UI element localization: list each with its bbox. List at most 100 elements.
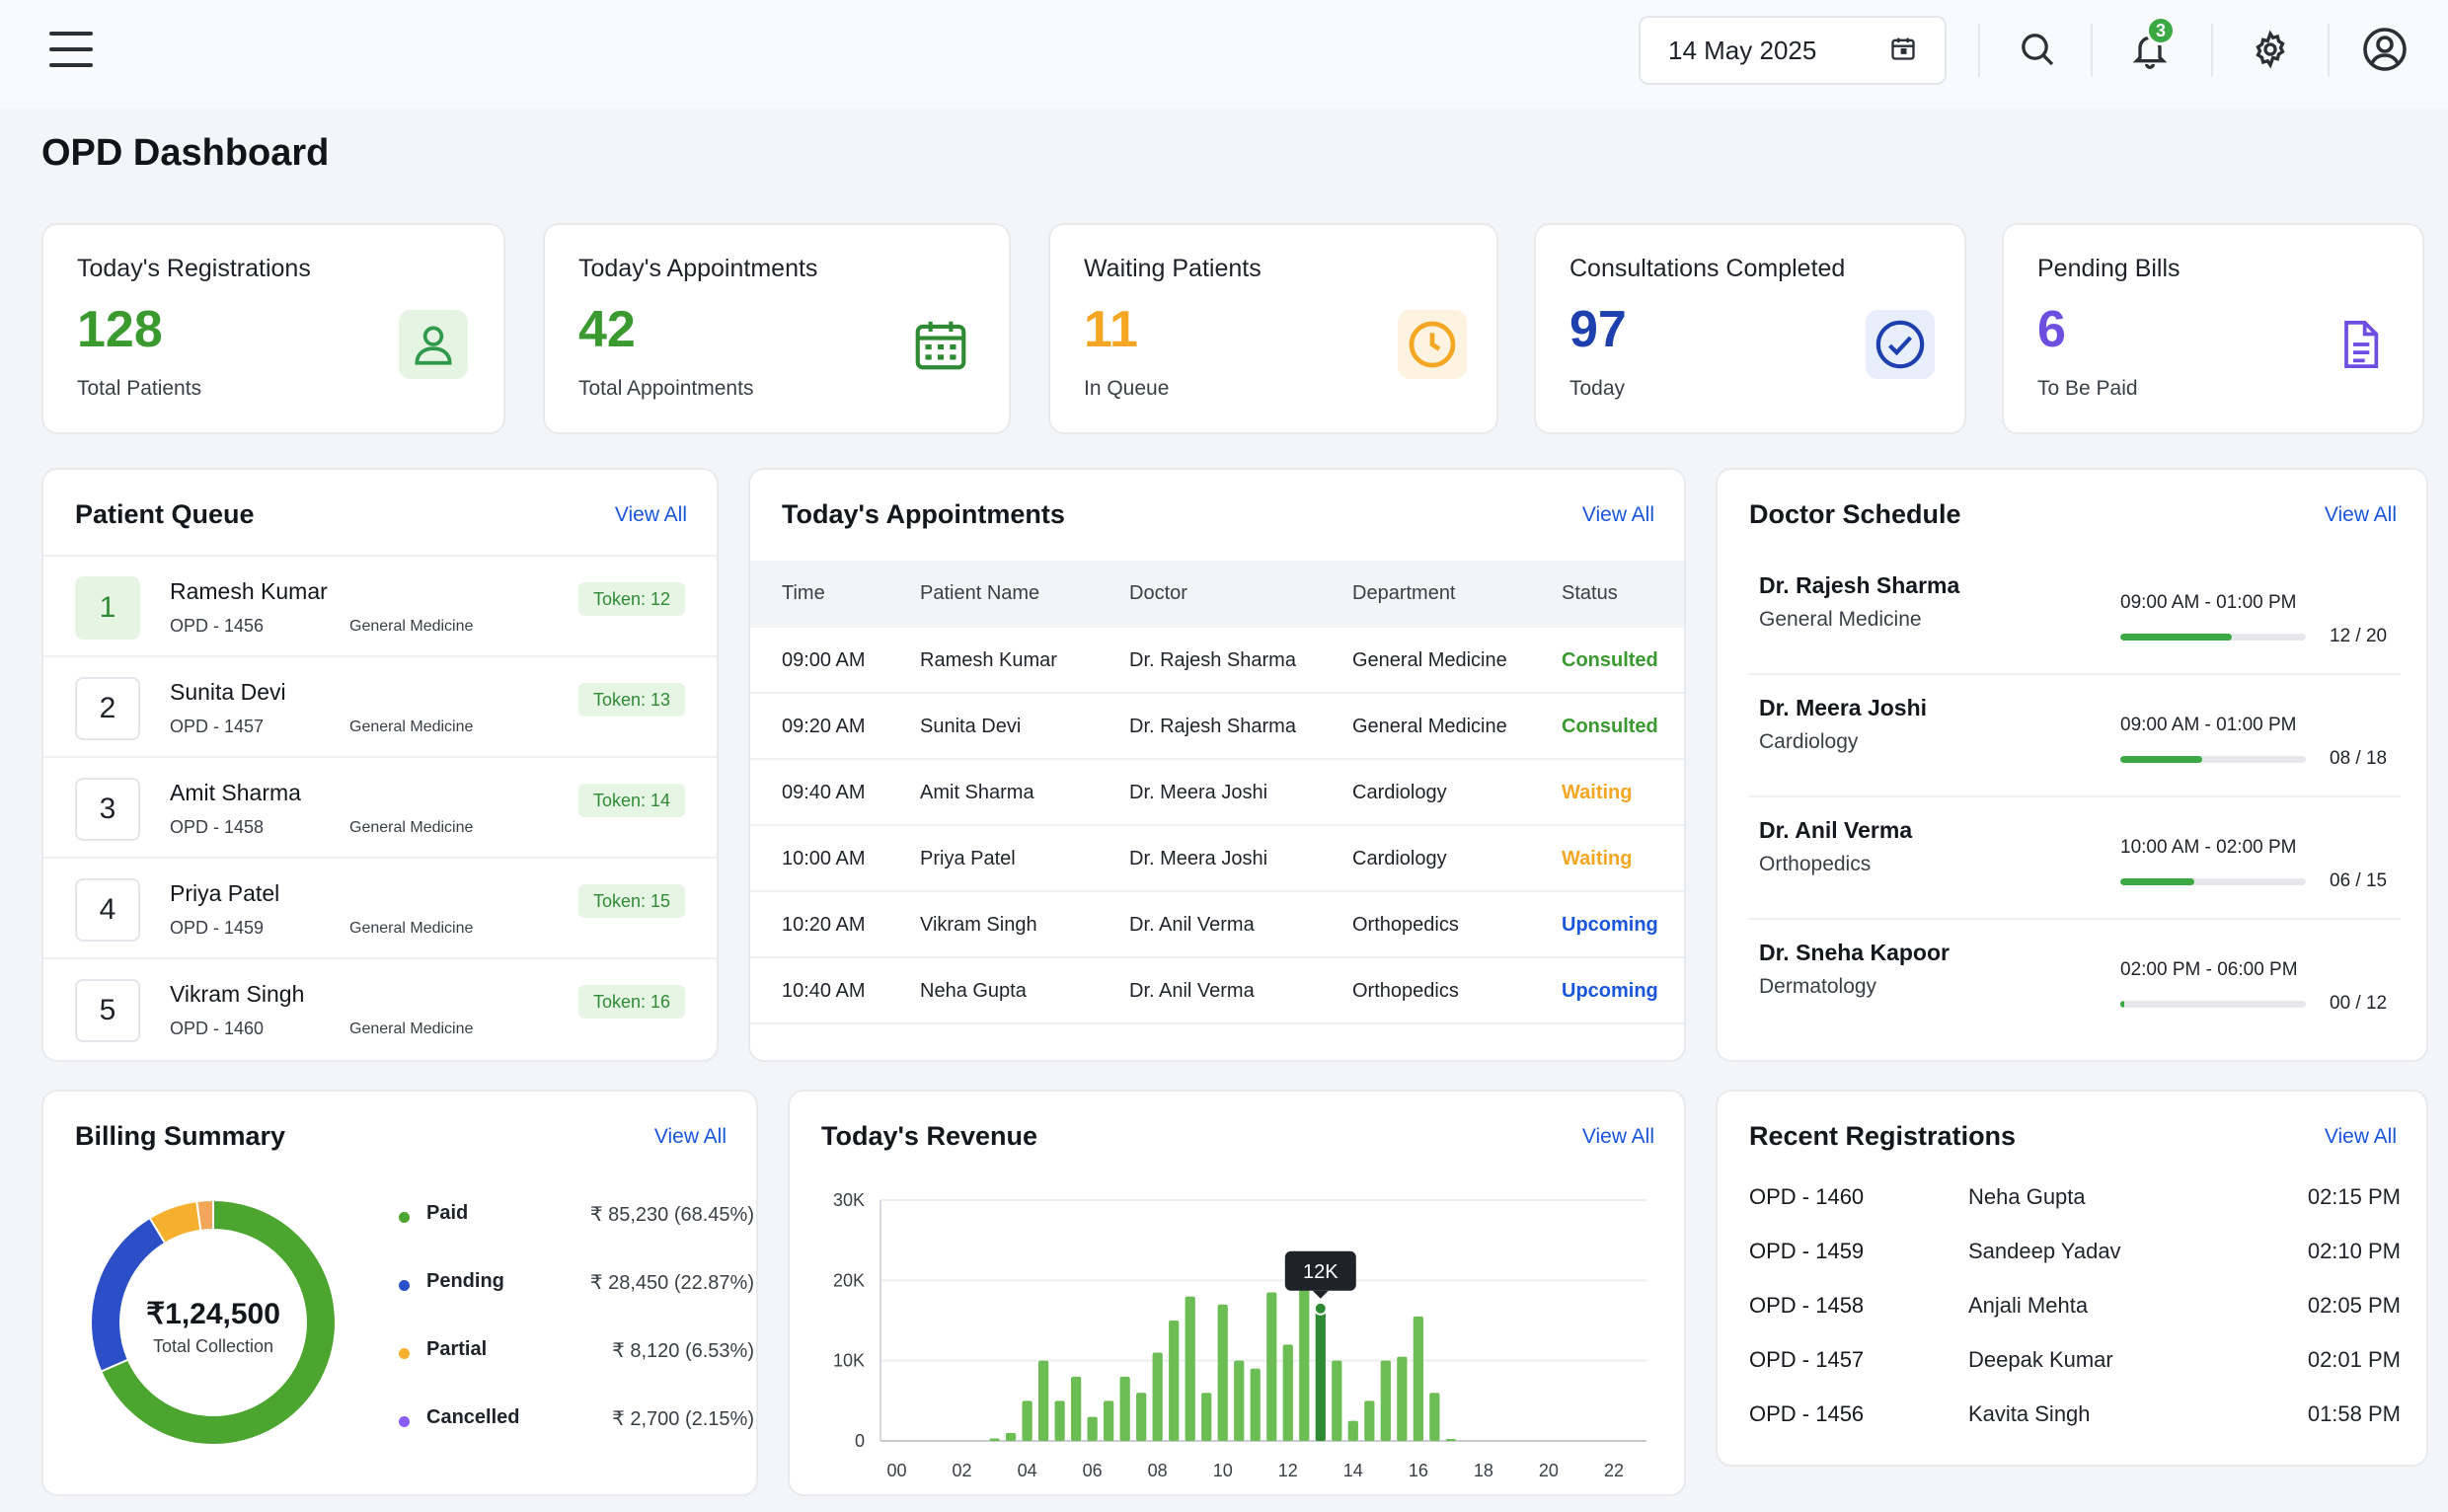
registration-time: 01:58 PM — [2307, 1401, 2401, 1426]
donut-slice-cancelled[interactable] — [195, 1198, 214, 1232]
revenue-bar[interactable] — [1185, 1296, 1195, 1441]
patient-name: Priya Patel — [920, 848, 1016, 869]
revenue-bar[interactable] — [1347, 1420, 1358, 1441]
queue-row[interactable]: 4 Priya Patel OPD - 1459 General Medicine To… — [43, 857, 717, 957]
revenue-bar[interactable] — [1299, 1272, 1310, 1441]
view-all-link[interactable]: View All — [1581, 1125, 1654, 1148]
table-row[interactable]: 10:00 AM Priya Patel Dr. Meera Joshi Cardio… — [750, 826, 1684, 892]
opd-number: OPD - 1459 — [1749, 1239, 1865, 1263]
view-all-link[interactable]: View All — [2324, 503, 2397, 526]
revenue-bar[interactable] — [1104, 1400, 1114, 1441]
patient-name: Ramesh Kumar — [920, 649, 1057, 671]
revenue-bar[interactable] — [1054, 1400, 1065, 1441]
opd-number: OPD - 1459 — [170, 918, 265, 938]
revenue-bar[interactable] — [1201, 1393, 1212, 1441]
revenue-bar[interactable] — [1071, 1376, 1082, 1441]
stat-card-registrations[interactable]: Today's Registrations 128 Total Patients — [41, 223, 505, 434]
revenue-bar[interactable] — [1234, 1360, 1245, 1441]
doctor-name: Dr. Meera Joshi — [1759, 695, 1928, 720]
patient-name: Neha Gupta — [1968, 1184, 2086, 1209]
date-picker[interactable]: 14 May 2025 — [1639, 16, 1947, 85]
revenue-bar[interactable] — [1152, 1352, 1163, 1441]
table-row[interactable]: 10:40 AM Neha Gupta Dr. Anil Verma Orthoped… — [750, 958, 1684, 1024]
revenue-bar[interactable] — [1332, 1360, 1342, 1441]
revenue-bar[interactable] — [1005, 1432, 1017, 1441]
stat-card-consultations[interactable]: Consultations Completed 97 Today — [1534, 223, 1966, 434]
registration-row[interactable]: OPD - 1456 Kavita Singh 01:58 PM — [1749, 1401, 2401, 1441]
y-tick-label: 20K — [833, 1270, 865, 1290]
table-row[interactable]: 09:20 AM Sunita Devi Dr. Rajesh Sharma Gene… — [750, 694, 1684, 760]
view-all-link[interactable]: View All — [653, 1125, 727, 1148]
revenue-bar[interactable] — [1380, 1360, 1391, 1441]
doctor-row[interactable]: Dr. Meera Joshi Cardiology 09:00 AM - 01:0… — [1749, 675, 2401, 797]
doctor-row[interactable]: Dr. Anil Verma Orthopedics 10:00 AM - 02:0… — [1749, 797, 2401, 920]
revenue-bar[interactable] — [1087, 1416, 1098, 1441]
registration-row[interactable]: OPD - 1460 Neha Gupta 02:15 PM — [1749, 1184, 2401, 1224]
stat-title: Today's Appointments — [578, 255, 818, 282]
revenue-bar[interactable] — [989, 1438, 1000, 1441]
revenue-bar[interactable] — [1037, 1360, 1049, 1441]
panel-title: Billing Summary — [75, 1121, 286, 1151]
view-all-link[interactable]: View All — [1581, 503, 1654, 526]
revenue-bar[interactable] — [1022, 1400, 1033, 1441]
stat-card-pending-bills[interactable]: Pending Bills 6 To Be Paid — [2002, 223, 2424, 434]
table-row[interactable]: 10:20 AM Vikram Singh Dr. Anil Verma Orthop… — [750, 892, 1684, 958]
revenue-bar[interactable] — [1282, 1344, 1293, 1441]
doctor-row[interactable]: Dr. Rajesh Sharma General Medicine 09:00 A… — [1749, 553, 2401, 675]
revenue-bar[interactable] — [1315, 1308, 1326, 1441]
opd-number: OPD - 1460 — [170, 1019, 265, 1038]
queue-row[interactable]: 1 Ramesh Kumar OPD - 1456 General Medicine T… — [43, 555, 717, 655]
user-avatar-icon[interactable] — [2359, 24, 2410, 75]
menu-icon[interactable] — [49, 32, 93, 67]
department: Cardiology — [1352, 782, 1447, 803]
revenue-bar[interactable] — [1136, 1393, 1147, 1441]
legend-dot — [399, 1280, 410, 1291]
schedule-time: 09:00 AM - 01:00 PM — [2120, 715, 2297, 735]
queue-number: 2 — [75, 677, 140, 740]
divider — [2091, 24, 2093, 77]
revenue-bar[interactable] — [1364, 1400, 1375, 1441]
x-tick-label: 22 — [1604, 1461, 1624, 1480]
search-icon[interactable] — [2012, 24, 2063, 75]
user-icon — [399, 310, 468, 379]
bell-icon[interactable]: 3 — [2124, 16, 2176, 75]
patient-name: Priya Patel — [170, 880, 280, 906]
table-row[interactable]: 09:00 AM Ramesh Kumar Dr. Rajesh Sharma Gen… — [750, 628, 1684, 694]
revenue-bar[interactable] — [1397, 1356, 1408, 1441]
patient-name: Sunita Devi — [170, 679, 286, 705]
total-collection-value: ₹1,24,500 — [146, 1298, 280, 1330]
revenue-bar[interactable] — [1119, 1376, 1130, 1441]
revenue-bar[interactable] — [1266, 1292, 1277, 1441]
department: Orthopedics — [1352, 980, 1459, 1002]
doctor-row[interactable]: Dr. Sneha Kapoor Dermatology 02:00 PM - 06… — [1749, 920, 2401, 1042]
revenue-bar-chart: 0 10K 20K 30K 00 02 04 06 08 10 12 14 16 18 20 22 12K — [833, 1190, 1646, 1480]
progress-bar — [2120, 634, 2306, 641]
revenue-bar[interactable] — [1413, 1316, 1423, 1441]
revenue-bar[interactable] — [1217, 1304, 1228, 1441]
table-row[interactable]: 09:40 AM Amit Sharma Dr. Meera Joshi Cardio… — [750, 760, 1684, 826]
patient-name: Ramesh Kumar — [170, 578, 328, 604]
queue-row[interactable]: 2 Sunita Devi OPD - 1457 General Medicine To… — [43, 655, 717, 756]
view-all-link[interactable]: View All — [2324, 1125, 2397, 1148]
revenue-bar[interactable] — [1429, 1393, 1440, 1441]
registration-row[interactable]: OPD - 1459 Sandeep Yadav 02:10 PM — [1749, 1239, 2401, 1278]
patient-name: Sunita Devi — [920, 716, 1022, 737]
revenue-bar[interactable] — [1169, 1321, 1180, 1441]
registration-row[interactable]: OPD - 1458 Anjali Mehta 02:05 PM — [1749, 1293, 2401, 1332]
queue-row[interactable]: 3 Amit Sharma OPD - 1458 General Medicine To… — [43, 756, 717, 857]
queue-row[interactable]: 5 Vikram Singh OPD - 1460 General Medicine T… — [43, 957, 717, 1058]
gear-icon[interactable] — [2245, 24, 2296, 75]
department: Dermatology — [1759, 975, 1877, 998]
registration-row[interactable]: OPD - 1457 Deepak Kumar 02:01 PM — [1749, 1347, 2401, 1387]
revenue-bar[interactable] — [1445, 1439, 1456, 1441]
opd-number: OPD - 1457 — [1749, 1347, 1865, 1372]
revenue-bar[interactable] — [1250, 1368, 1261, 1441]
stat-card-waiting[interactable]: Waiting Patients 11 In Queue — [1048, 223, 1498, 434]
donut-slice-paid[interactable] — [100, 1198, 337, 1446]
view-all-link[interactable]: View All — [614, 503, 687, 526]
appointments-panel: Today's Appointments View All Time Patie… — [748, 468, 1686, 1062]
revenue-panel: Today's Revenue View All 0 10K 20K 30K 00 02 0… — [788, 1090, 1686, 1496]
stat-card-appointments[interactable]: Today's Appointments 42 Total Appointmen… — [543, 223, 1011, 434]
opd-number: OPD - 1458 — [170, 817, 265, 837]
doctor-name: Dr. Rajesh Sharma — [1759, 572, 1960, 598]
